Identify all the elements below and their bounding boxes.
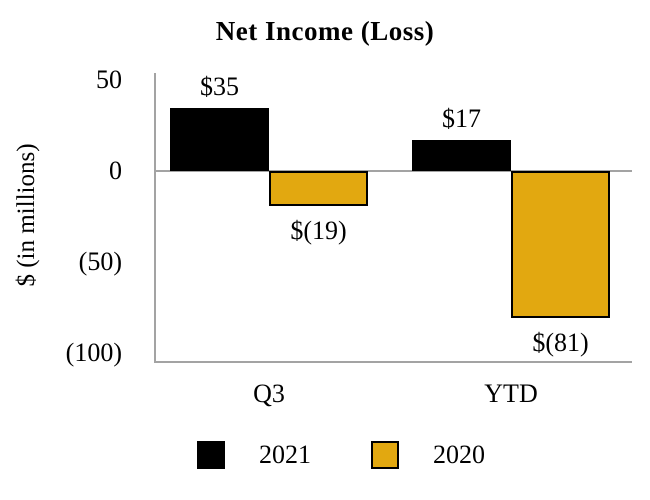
legend-swatch-2020 (371, 441, 399, 469)
y-tick-label: (100) (65, 337, 122, 367)
bar-value-label-q3-2021: $35 (200, 71, 239, 101)
bar-ytd-2021 (412, 140, 511, 172)
legend-swatch-2021 (197, 441, 225, 469)
zero-baseline (155, 170, 632, 173)
y-tick-label: 50 (96, 65, 122, 95)
y-axis-title: $ (in millions) (13, 143, 40, 287)
x-category-label-q3: Q3 (253, 379, 285, 408)
y-tick-label: 0 (109, 156, 122, 186)
bar-q3-2021 (170, 107, 269, 172)
legend-item-2020: 2020 (371, 441, 485, 469)
x-category-label-ytd: YTD (484, 379, 538, 408)
legend-label-2021: 2021 (259, 440, 311, 469)
y-tick-label: (50) (78, 247, 122, 277)
x-axis-bottom-line (155, 361, 632, 363)
bar-ytd-2020 (511, 171, 610, 319)
bar-value-label-q3-2020: $(19) (290, 215, 347, 245)
bar-value-label-ytd-2021: $17 (442, 104, 481, 134)
bar-value-label-ytd-2020: $(81) (532, 328, 589, 358)
chart-title: Net Income (Loss) (215, 16, 435, 46)
legend-item-2021: 2021 (197, 441, 311, 469)
bar-q3-2020 (269, 171, 368, 206)
legend-label-2020: 2020 (433, 440, 485, 469)
y-axis-line (154, 73, 156, 363)
